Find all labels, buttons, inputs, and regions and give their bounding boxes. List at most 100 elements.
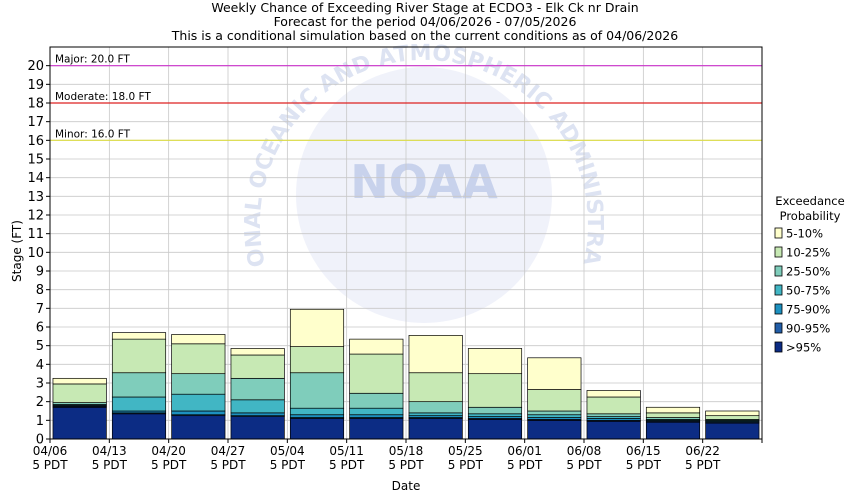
legend-item: 5-10% [774,227,823,241]
bar-segment-50-75 [171,393,226,412]
bar-segment-10-25 [586,396,641,415]
legend-label: 10-25% [786,246,830,260]
bar-segment-95 [349,418,404,440]
x-tick-label-date: 05/25 [448,444,483,458]
y-tick-label: 2 [36,395,44,410]
bar-segment-10-25 [230,354,285,379]
legend-title-line-2: Probability [780,209,841,223]
bar-segment-5-10 [527,357,582,390]
week-bar-06-08 [586,390,641,440]
bar-segment-95 [230,416,285,440]
x-tick-label-time: 5 PDT [32,458,68,472]
legend-label: 25-50% [786,265,830,279]
x-tick-label-date: 04/13 [92,444,127,458]
bar-segment-10-25 [111,338,167,374]
x-tick-label-time: 5 PDT [448,458,484,472]
flood-line-label: Moderate: 18.0 FT [55,91,151,103]
bar-segment-5-10 [230,348,285,356]
x-tick-label-time: 5 PDT [685,458,721,472]
flood-line-label: Major: 20.0 FT [55,54,130,66]
x-tick-label-time: 5 PDT [151,458,187,472]
bar-segment-10-25 [289,346,345,374]
noaa-logo-text: NOAA [350,155,498,209]
bar-segment-50-75 [408,412,463,417]
bar-segment-95 [52,406,107,440]
y-tick-label: 3 [36,377,44,392]
legend-label: 50-75% [786,284,830,298]
bar-segment-25-50 [408,401,463,414]
bar-segment-25-50 [171,373,226,395]
week-bar-05-25 [467,348,523,440]
noaa-logo-disc [296,67,552,323]
legend-label: 90-95% [786,322,830,336]
bar-segment-75-90 [349,414,404,418]
bar-segment-50-75 [467,413,523,417]
bar-segment-5-10 [171,334,226,345]
chart-title-line-3: This is a conditional simulation based o… [171,28,678,43]
bar-segment-75-90 [230,412,285,417]
flood-line-label: Minor: 16.0 FT [55,128,131,140]
x-tick-label-time: 5 PDT [329,458,365,472]
y-tick-label: 18 [27,97,44,112]
x-tick-label-date: 06/22 [685,444,720,458]
flood-stage-lines: Major: 20.0 FT Moderate: 18.0 FT Minor: 16… [50,54,762,141]
legend-item: 75-90% [774,303,830,317]
y-tick-label: 19 [27,78,44,93]
bar-segment-95 [645,421,701,440]
legend-swatch [774,246,783,258]
legend: Exceedance Probability 5-10% 10-25% 25-50%… [774,194,845,355]
y-tick-label: 10 [27,246,44,261]
legend-swatch [774,322,783,334]
bar-segment-5-10 [645,406,701,414]
bar-segment-5-10 [586,390,641,398]
x-tick-label-date: 05/11 [329,444,364,458]
x-tick-label-date: 06/15 [626,444,661,458]
week-bar-04-06 [52,377,107,440]
week-bar-05-18 [408,335,463,440]
legend-item: 90-95% [774,322,830,336]
y-tick-label: 15 [27,153,44,168]
bar-segment-25-50 [586,413,641,417]
week-bar-04-20 [171,334,226,440]
y-axis-label: Stage (FT) [10,220,24,282]
x-tick-label-time: 5 PDT [566,458,602,472]
bar-segment-75-90 [171,410,226,416]
bar-segment-10-25 [527,389,582,412]
week-bar-06-01 [527,357,582,440]
bar-segment-25-50 [111,372,167,398]
week-bar-05-11 [349,338,404,440]
bar-segment-25-50 [527,410,582,416]
legend-swatch [774,227,783,239]
bar-segment-95 [527,419,582,440]
x-tick-label-time: 5 PDT [210,458,246,472]
bar-segment-25-50 [230,377,285,401]
y-tick-label: 11 [27,227,44,242]
week-bar-06-22 [705,410,760,440]
y-tick-label: 1 [36,414,44,429]
x-tick-label-time: 5 PDT [507,458,543,472]
bar-segment-50-75 [111,396,167,412]
stacked-bars [52,308,760,440]
y-tick-label: 4 [36,358,44,373]
y-tick-label: 0 [36,433,44,448]
y-tick-label: 13 [27,190,44,205]
y-tick-label: 5 [36,339,44,354]
y-tick-label: 17 [27,115,44,130]
week-bar-05-04 [289,308,345,440]
x-tick-label-date: 05/04 [270,444,305,458]
bar-segment-25-50 [467,406,523,415]
bar-segment-50-75 [230,399,285,414]
legend-label: 5-10% [786,227,823,241]
y-tick-label: 9 [36,265,44,280]
x-tick-label-date: 04/06 [33,444,68,458]
bar-segment-95 [111,413,167,440]
chart-title: Weekly Chance of Exceeding River Stage a… [171,0,678,43]
bar-segment-10-25 [467,373,523,408]
bar-segment-10-25 [408,372,463,403]
bar-segment-95 [171,415,226,440]
bar-segment-95 [705,422,760,440]
bar-segment-5-10 [349,338,404,355]
